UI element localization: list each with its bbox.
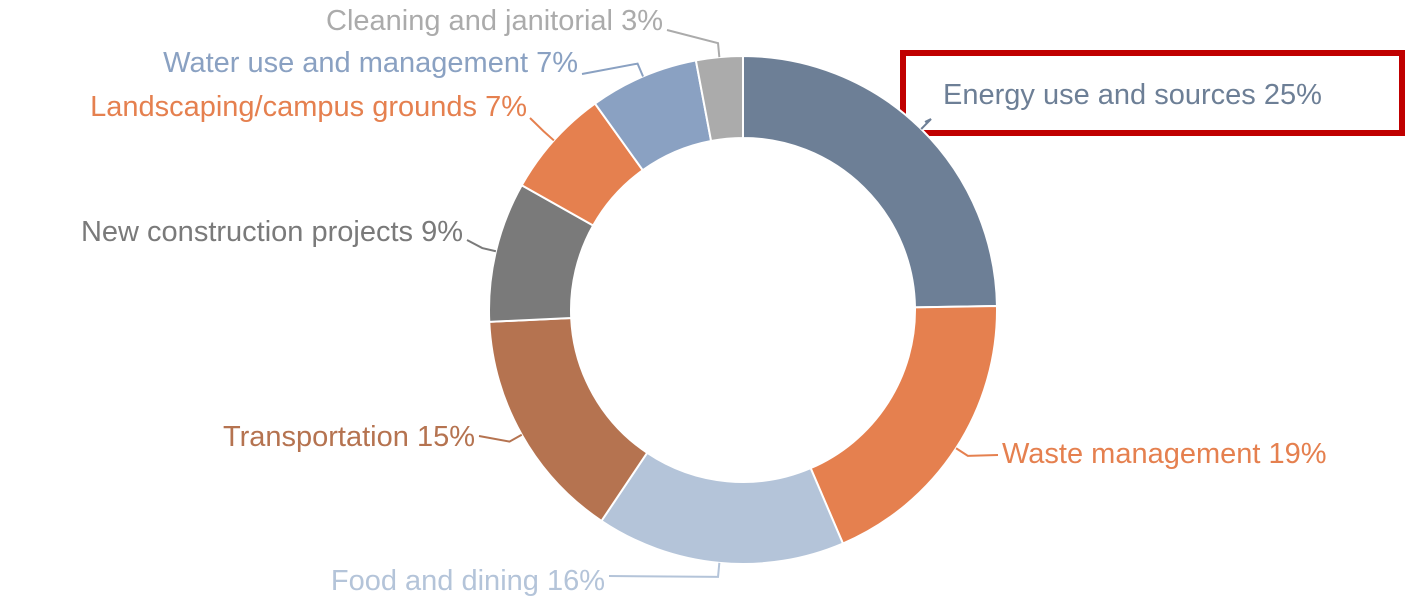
highlight-box [900,50,1405,136]
value-label: 19% [1269,438,1327,470]
leader-line [955,447,999,457]
value-label: 16% [547,565,605,597]
slice-label: Transportation 15% [223,421,475,453]
value-label: 7% [485,91,527,123]
leader-line [608,562,721,578]
leader-line [466,239,497,253]
leader-line [529,117,555,142]
category-name: Transportation [223,421,409,453]
slice-label: Cleaning and janitorial 3% [326,5,663,37]
slice-label: Food and dining 16% [331,565,605,597]
value-label: 7% [536,47,578,79]
value-label: 3% [621,5,663,37]
donut-slice [694,54,744,143]
donut-slice [809,305,998,545]
category-name: Food and dining [331,565,539,597]
category-name: New construction projects [81,216,413,248]
category-name: Landscaping/campus grounds [90,91,477,123]
category-name: Waste management [1002,438,1260,470]
slice-label: Waste management 19% [1002,438,1327,470]
leader-line [478,433,523,443]
slice-label: Energy use and sources 25% [943,79,1322,111]
slice-label: Landscaping/campus grounds 7% [90,91,527,123]
value-label: 9% [421,216,463,248]
category-name: Energy use and sources [943,79,1256,111]
value-label: 15% [417,421,475,453]
category-name: Cleaning and janitorial [326,5,613,37]
donut-slice [742,54,998,309]
donut-slice [600,451,845,565]
leader-line [581,62,644,77]
value-label: 25% [1264,79,1322,111]
slice-label: Water use and management 7% [163,47,578,79]
category-name: Water use and management [163,47,528,79]
leader-line [666,29,721,58]
leader-line [920,118,932,130]
slice-label: New construction projects 9% [81,216,463,248]
